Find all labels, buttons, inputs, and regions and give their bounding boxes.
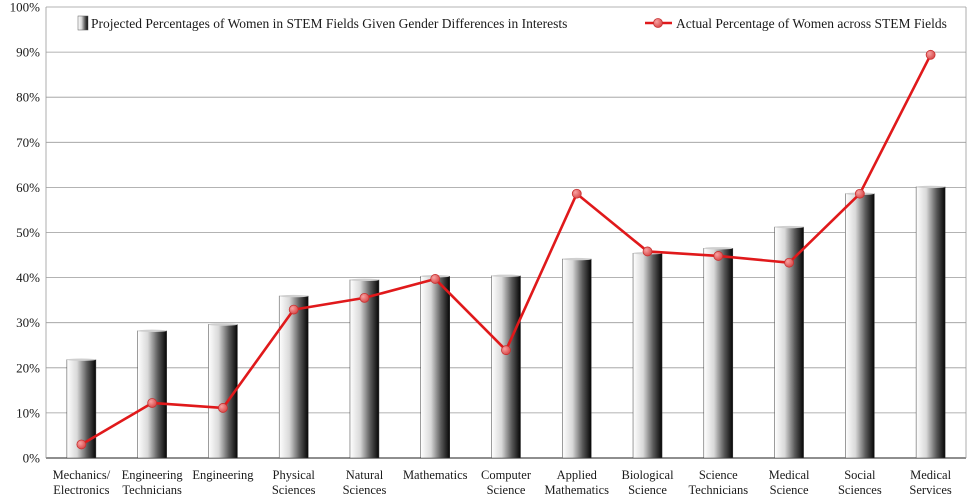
x-tick-label: Engineering Technicians <box>122 468 184 496</box>
x-tick-label-line: Science <box>487 483 526 496</box>
line-point <box>571 188 582 199</box>
bar <box>420 275 450 459</box>
bar <box>137 330 167 459</box>
x-tick-label-line: Social <box>844 468 876 482</box>
bar-top <box>562 257 592 261</box>
line-point <box>147 398 158 408</box>
x-tick-label: Medical Services <box>909 468 951 496</box>
legend-bar-swatch <box>77 15 89 31</box>
x-tick-label-line: Technicians <box>689 483 749 496</box>
x-tick-label-line: Science <box>770 483 809 496</box>
line-point <box>359 292 370 303</box>
bar-top <box>208 323 238 326</box>
bar <box>632 252 663 459</box>
legend-bar-label: Projected Percentages of Women in STEM F… <box>91 16 567 31</box>
line-series <box>76 49 936 450</box>
line-point <box>288 304 299 315</box>
x-tick-label-line: Applied <box>557 468 598 482</box>
x-tick-label-line: Engineering <box>122 468 184 482</box>
y-axis-ticks: 0% 10% 20% 30% 40% 50% 60% 70% 80% 90% 100% <box>10 0 41 466</box>
bar-series <box>66 185 946 459</box>
y-tick-label: 0% <box>23 451 41 466</box>
line-point <box>713 251 724 261</box>
x-tick-label: Applied Mathematics <box>544 468 609 496</box>
bar <box>845 193 875 459</box>
bar-top <box>703 247 733 250</box>
x-tick-label-line: Physical <box>273 468 316 482</box>
y-tick-label: 50% <box>16 225 40 240</box>
bar <box>349 279 380 459</box>
x-tick-label-line: Sciences <box>838 483 882 496</box>
line-point <box>501 345 511 356</box>
legend-line-label: Actual Percentage of Women across STEM F… <box>676 16 947 31</box>
line-point <box>218 403 228 413</box>
y-tick-label: 100% <box>10 0 41 15</box>
x-tick-label-line: Sciences <box>343 483 387 496</box>
x-tick-label-line: Mathematics <box>403 468 468 482</box>
bar <box>278 295 309 459</box>
x-tick-label-line: Natural <box>346 468 384 482</box>
x-tick-label-line: Computer <box>481 468 532 482</box>
y-tick-label: 70% <box>16 135 40 150</box>
bar <box>703 248 734 459</box>
x-tick-label-line: Science <box>699 468 738 482</box>
x-tick-label-line: Electronics <box>53 483 109 496</box>
bar <box>562 258 592 459</box>
line-point <box>430 274 441 284</box>
x-tick-label-line: Medical <box>910 468 951 482</box>
x-tick-label: Engineering <box>192 468 254 482</box>
x-tick-label: Biological Science <box>621 468 674 496</box>
y-tick-label: 60% <box>16 180 40 195</box>
x-tick-label-line: Technicians <box>122 483 182 496</box>
bar-top <box>279 294 309 298</box>
x-tick-label-line: Medical <box>769 468 810 482</box>
x-tick-label-line: Mechanics/ <box>53 468 111 482</box>
x-tick-label-line: Biological <box>621 468 674 482</box>
x-tick-label: Medical Science <box>769 468 810 496</box>
bar-top <box>491 274 521 277</box>
bar-top <box>916 185 946 189</box>
x-tick-label: Physical Sciences <box>272 468 316 496</box>
line-point <box>784 257 794 268</box>
y-tick-label: 10% <box>16 405 40 420</box>
bar <box>208 324 238 459</box>
x-tick-label: Mathematics <box>403 468 468 482</box>
x-tick-label: Computer Science <box>481 468 532 496</box>
y-tick-label: 40% <box>16 270 40 285</box>
legend: Projected Percentages of Women in STEM F… <box>77 15 947 31</box>
x-tick-label-line: Mathematics <box>544 483 609 496</box>
x-tick-label: Mechanics/Electronics <box>53 468 111 496</box>
y-tick-label: 30% <box>16 315 40 330</box>
bar <box>915 186 946 459</box>
x-tick-label-line: Services <box>909 483 951 496</box>
bar-top <box>774 225 804 229</box>
line-point <box>925 49 936 60</box>
bar-top <box>137 329 167 333</box>
x-tick-label-line: Science <box>628 483 667 496</box>
x-tick-label-line: Engineering <box>192 468 254 482</box>
legend-line-marker <box>653 18 663 28</box>
y-tick-label: 80% <box>16 90 40 105</box>
line-point <box>854 188 865 199</box>
bar <box>491 275 521 459</box>
x-tick-label-line: Sciences <box>272 483 316 496</box>
x-tick-label: Science Technicians <box>689 468 749 496</box>
y-tick-label: 20% <box>16 360 40 375</box>
x-tick-label: Natural Sciences <box>343 468 387 496</box>
x-tick-label: Social Sciences <box>838 468 882 496</box>
bar-top <box>349 278 379 282</box>
bar-top <box>66 358 96 361</box>
line-point <box>642 246 653 257</box>
y-tick-label: 90% <box>16 45 40 60</box>
line-point <box>76 439 87 450</box>
